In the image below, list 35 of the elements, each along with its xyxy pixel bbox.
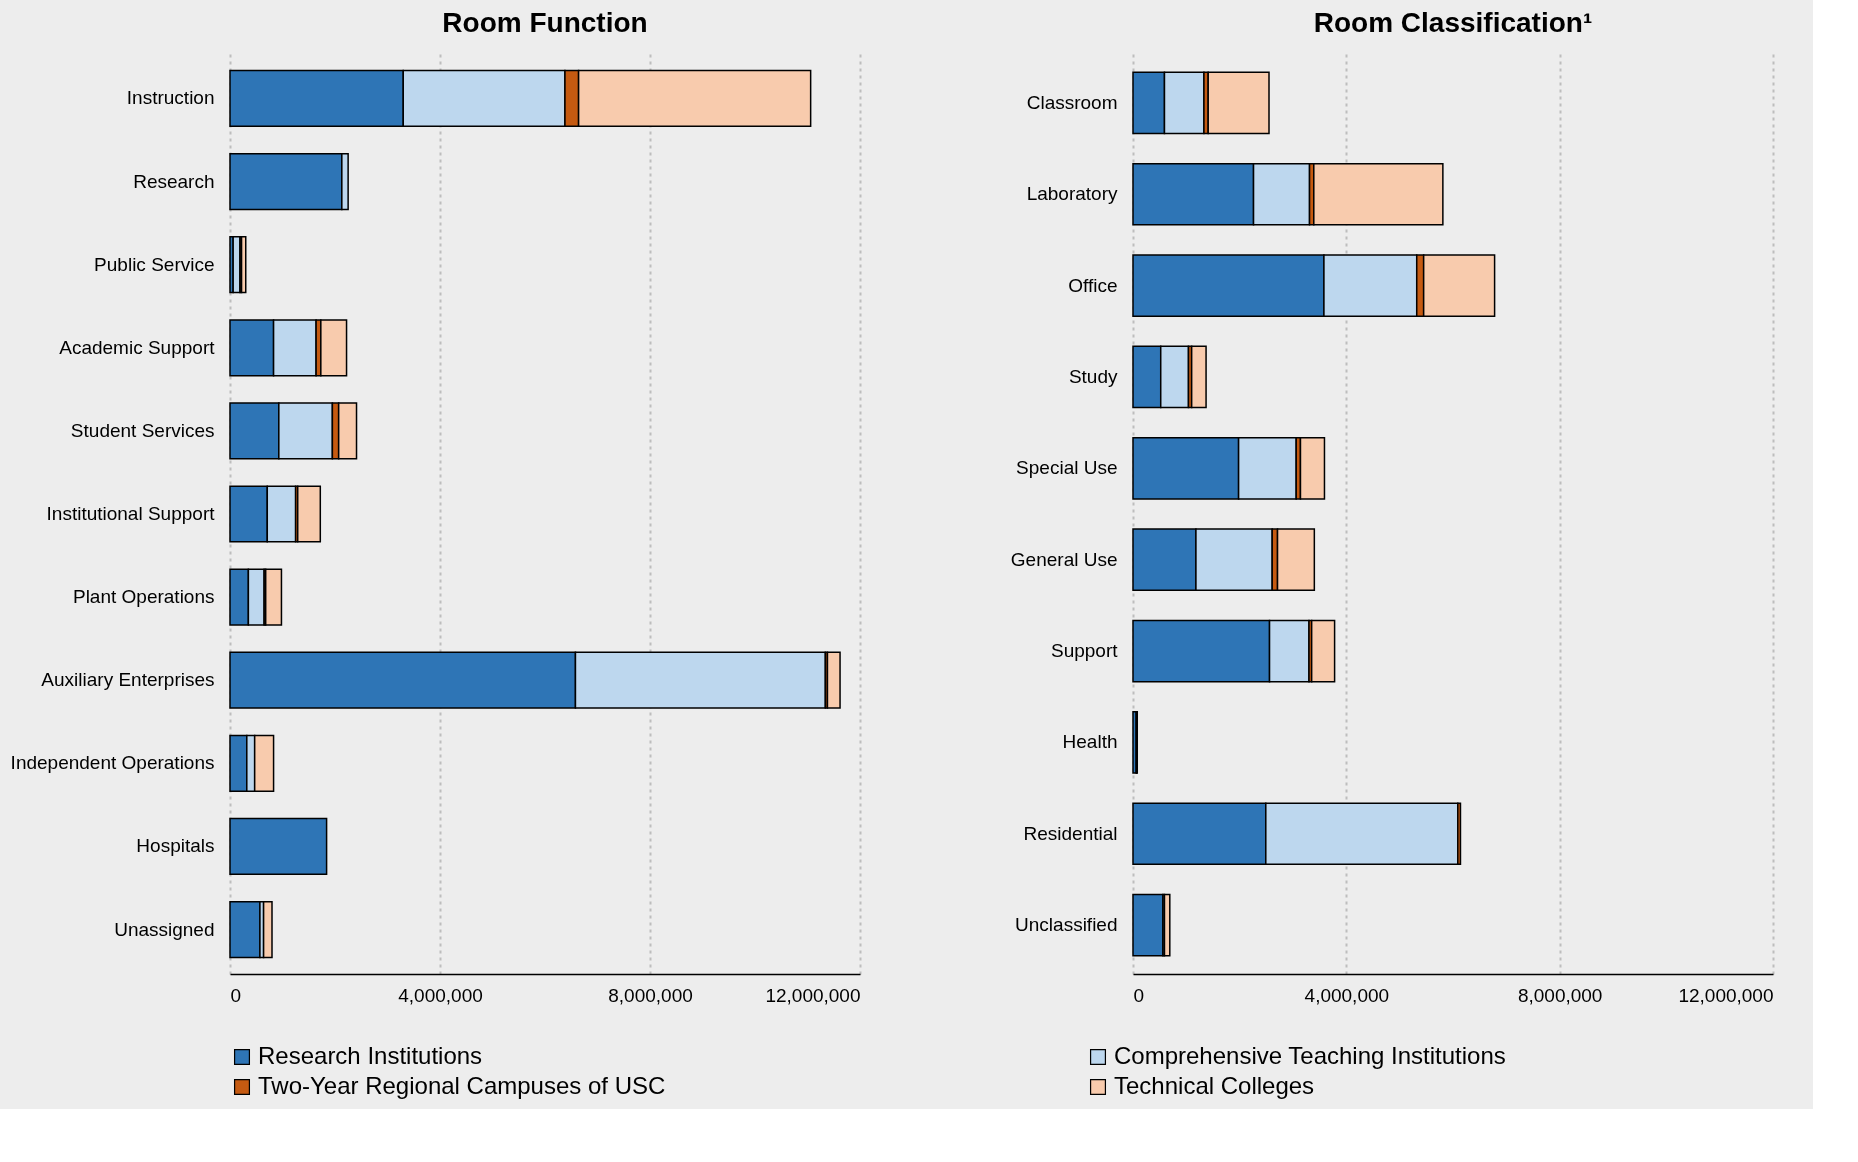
y-tick-label: Study xyxy=(1068,365,1118,387)
x-tick-label: 4,000,000 xyxy=(398,984,483,1006)
x-tick-label: 8,000,000 xyxy=(608,984,693,1006)
chart-title: Room Function xyxy=(442,7,648,38)
y-tick-label: Student Services xyxy=(70,419,215,441)
y-tick-label: Hospitals xyxy=(136,835,215,857)
y-tick-label: Independent Operations xyxy=(10,752,215,774)
y-tick-label: Residential xyxy=(1023,822,1118,844)
y-tick-label: Classroom xyxy=(1026,91,1118,113)
y-tick-label: Unassigned xyxy=(114,918,215,940)
legend-label: Technical Colleges xyxy=(1114,1072,1315,1099)
y-tick-label: Auxiliary Enterprises xyxy=(41,669,215,691)
legend-label: Research Institutions xyxy=(258,1042,483,1069)
y-tick-label: Special Use xyxy=(1016,457,1118,479)
y-tick-label: Institutional Support xyxy=(46,503,216,524)
y-tick-label: Support xyxy=(1050,640,1119,662)
x-tick-label: 8,000,000 xyxy=(1517,984,1603,1006)
y-tick-label: Laboratory xyxy=(1026,183,1118,205)
y-tick-label: Research xyxy=(133,170,215,192)
chart-title: Room Classification¹ xyxy=(1313,7,1593,38)
y-tick-label: General Use xyxy=(1010,548,1118,570)
legend-label: Two-Year Regional Campuses of USC xyxy=(258,1072,666,1099)
y-tick-label: Plant Operations xyxy=(72,586,215,608)
y-tick-label: Academic Support xyxy=(59,336,216,358)
legend-label: Comprehensive Teaching Institutions xyxy=(1114,1042,1506,1069)
y-tick-label: Unclassified xyxy=(1015,914,1118,936)
y-tick-label: Health xyxy=(1062,731,1118,753)
y-tick-label: Instruction xyxy=(126,87,215,109)
x-tick-label: 0 xyxy=(230,984,242,1006)
x-tick-label: 0 xyxy=(1133,984,1145,1006)
x-tick-label: 12,000,000 xyxy=(765,984,861,1006)
x-tick-label: 4,000,000 xyxy=(1304,984,1390,1006)
y-tick-label: Office xyxy=(1068,274,1118,296)
y-tick-label: Public Service xyxy=(94,253,215,275)
x-tick-label: 12,000,000 xyxy=(1678,984,1774,1006)
